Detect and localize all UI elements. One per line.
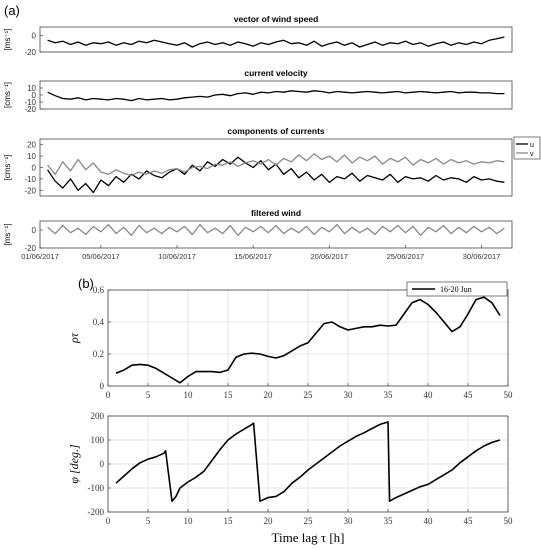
legend-label: 16-20 Jun [440,285,472,294]
series-line-v [47,153,505,177]
y-tick-label: -20 [24,48,36,57]
y-axis-label: [cms⁻¹] [3,155,12,181]
plot-frame [39,138,513,197]
x-tick-label: 30/06/2017 [463,252,501,261]
y-tick-label: 0 [32,91,37,100]
x-tick-label: 05/06/2017 [82,252,120,261]
y-tick-label: 0 [32,31,37,40]
chart-4: filtered wind -20 0 01/06/2017 05/06/2017 10/… [3,208,513,261]
x-tick-label: 10/06/2017 [158,252,196,261]
x-tick-label: 35 [384,516,394,526]
y-tick-label: 0 [32,226,37,235]
y-tick-label: -100 [88,483,105,493]
x-tick-label: 30 [344,516,354,526]
legend-label: u [530,142,534,149]
y-axis-label: [ms⁻¹] [3,224,12,246]
legend-box [513,136,541,160]
y-axis-label: φ [deg.] [67,444,81,484]
x-tick-label: 20 [264,516,274,526]
legend-label: v [530,151,534,158]
x-tick-label: 50 [504,516,514,526]
chart-6: -200 -100 0 100 200 0 5 10 15 20 25 30 35 40 45 50 φ [de… [67,411,513,545]
y-tick-label: -200 [88,507,105,517]
x-tick-label: 01/06/2017 [21,252,59,261]
x-tick-label: 40 [424,390,434,400]
series-line-series-1 [47,223,505,237]
y-tick-label: -20 [24,186,36,195]
chart-3: components of currents -20 -10 0 10 20 [cms⁻¹]… [3,126,541,197]
chart-5: 0 0.2 0.4 0.6 0 5 10 15 20 25 30 35 40 45 50 ρτ 16-20 Ju… [67,281,514,400]
plot-frame [39,220,513,249]
plot-frame [39,26,513,53]
x-tick-label: 20/06/2017 [311,252,349,261]
y-tick-label: 0.4 [93,317,105,327]
x-tick-label: 0 [106,516,111,526]
plot-frame [39,80,513,110]
y-tick-label: -20 [24,244,36,253]
y-tick-label: -10 [24,98,36,107]
y-tick-label: 0 [100,381,105,391]
x-tick-label: 15/06/2017 [234,252,272,261]
x-tick-label: 20 [264,390,274,400]
x-tick-label: 45 [464,390,474,400]
y-tick-label: 10 [27,152,36,161]
x-tick-label: 15 [224,516,234,526]
series-line-series-1 [47,90,505,102]
y-axis-label: ρτ [67,332,81,344]
panel-label-a: (a) [4,3,20,18]
y-tick-label: 10 [27,84,36,93]
x-tick-label: 15 [224,390,234,400]
series-line-16-20 Jun [115,296,501,384]
charts-container: vector of wind speed-200[ms⁻¹]current ve… [3,14,541,545]
y-tick-label: 100 [91,435,105,445]
x-tick-label: 40 [424,516,434,526]
series-line-series-1 [115,421,501,502]
x-tick-label: 10 [184,390,194,400]
chart-title: current velocity [244,68,308,78]
x-tick-label: 30 [344,390,354,400]
chart-1: vector of wind speed -20 0 [ms⁻¹] [3,14,513,57]
y-tick-label: 0.6 [93,285,105,295]
x-tick-label: 35 [384,390,394,400]
chart-title: filtered wind [251,208,301,218]
series-line-series-1 [47,36,505,48]
panel-label-b: (b) [78,276,94,291]
y-tick-label: 0 [32,164,37,173]
x-tick-label: 25 [304,516,314,526]
y-tick-label: 200 [91,411,105,421]
series-line-u [47,156,505,194]
x-tick-label: 5 [146,516,151,526]
x-tick-label: 0 [106,390,111,400]
x-axis-label: Time lag τ [h] [272,530,345,545]
x-tick-label: 50 [504,390,514,400]
chart-title: vector of wind speed [234,14,319,24]
legend-box [406,281,508,297]
y-tick-label: -10 [24,175,36,184]
x-tick-label: 45 [464,516,474,526]
y-axis-label: [ms⁻¹] [3,29,12,51]
y-tick-label: 0.2 [93,349,104,359]
y-tick-label: 0 [100,459,105,469]
y-tick-label: -20 [24,105,36,114]
x-tick-label: 25/06/2017 [387,252,425,261]
x-tick-label: 10 [184,516,194,526]
y-tick-label: 20 [27,141,36,150]
x-tick-label: 5 [146,390,151,400]
x-tick-label: 25 [304,390,314,400]
chart-title: components of currents [227,126,325,136]
y-axis-label: [cms⁻¹] [3,82,12,108]
